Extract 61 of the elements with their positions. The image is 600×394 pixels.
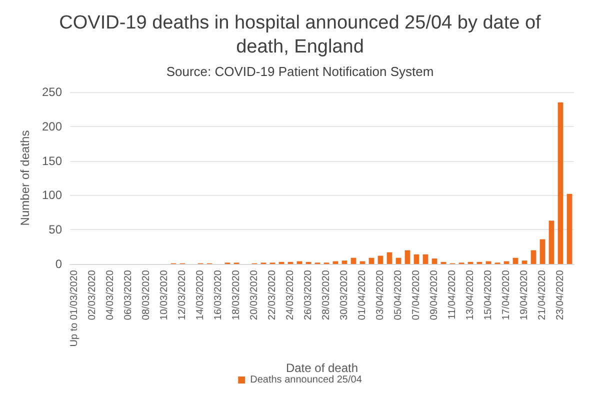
y-tick-label: 0 bbox=[55, 257, 62, 271]
y-tick-label: 200 bbox=[42, 119, 62, 134]
chart-subtitle: Source: COVID-19 Patient Notification System bbox=[166, 64, 434, 79]
bar bbox=[360, 261, 366, 264]
x-tick-label: 22/03/2020 bbox=[267, 270, 278, 320]
x-tick-label: 16/03/2020 bbox=[213, 270, 224, 320]
x-tick-label: 11/04/2020 bbox=[447, 270, 458, 320]
bar bbox=[332, 261, 338, 264]
x-tick-label: 14/03/2020 bbox=[195, 270, 206, 320]
x-tick-label: 20/03/2020 bbox=[249, 270, 260, 320]
bar bbox=[558, 102, 564, 264]
y-axis-title: Number of deaths bbox=[18, 130, 32, 226]
bar bbox=[548, 220, 554, 264]
x-tick-label: 18/03/2020 bbox=[231, 270, 242, 320]
x-tick-label: 12/03/2020 bbox=[177, 270, 188, 320]
x-tick-label: 06/03/2020 bbox=[123, 270, 134, 320]
y-tick-label: 50 bbox=[48, 222, 62, 237]
x-tick-label: 26/03/2020 bbox=[303, 270, 314, 320]
y-tick-label: 100 bbox=[42, 188, 62, 202]
x-tick-label: 24/03/2020 bbox=[285, 270, 296, 320]
x-tick-label: 01/04/2020 bbox=[357, 270, 368, 320]
bar bbox=[378, 256, 384, 264]
bar bbox=[342, 260, 348, 264]
x-tick-label: 02/03/2020 bbox=[87, 270, 98, 320]
y-tick-label: 150 bbox=[42, 154, 62, 168]
x-tick-label: 15/04/2020 bbox=[483, 270, 494, 320]
bar bbox=[350, 258, 356, 264]
x-axis-title: Date of death bbox=[286, 361, 358, 375]
x-tick-label: 13/04/2020 bbox=[465, 270, 476, 320]
x-tick-label: 09/04/2020 bbox=[429, 270, 440, 320]
bar bbox=[386, 252, 392, 264]
x-tick-label: 03/04/2020 bbox=[375, 270, 386, 320]
bar bbox=[530, 250, 536, 264]
x-tick-label: 04/03/2020 bbox=[105, 270, 116, 320]
chart-title: COVID-19 deaths in hospital announced 25/04 by date of death, England bbox=[59, 12, 542, 58]
bar bbox=[296, 261, 302, 264]
legend-label: Deaths announced 25/04 bbox=[250, 374, 362, 386]
x-tick-label: 19/04/2020 bbox=[519, 270, 530, 320]
x-tick-label: 28/03/2020 bbox=[321, 270, 332, 320]
bar bbox=[396, 258, 402, 264]
x-tick-label: 05/04/2020 bbox=[393, 270, 404, 320]
x-tick-label: Up to 01/03/2020 bbox=[69, 270, 80, 347]
x-tick-label: 17/04/2020 bbox=[501, 270, 512, 320]
x-tick-label: 10/03/2020 bbox=[159, 270, 170, 320]
bar bbox=[486, 261, 492, 264]
bar bbox=[422, 254, 428, 264]
bar bbox=[566, 194, 572, 264]
bar bbox=[414, 254, 420, 264]
x-tick-label: 07/04/2020 bbox=[411, 270, 422, 320]
bar bbox=[512, 258, 518, 264]
y-tick-label: 250 bbox=[42, 85, 62, 99]
bar bbox=[540, 239, 546, 264]
x-tick-label: 21/04/2020 bbox=[537, 270, 548, 320]
x-tick-label: 23/04/2020 bbox=[555, 270, 566, 320]
x-tick-label: 08/03/2020 bbox=[141, 270, 152, 320]
bar bbox=[404, 250, 410, 264]
x-tick-label: 30/03/2020 bbox=[339, 270, 350, 320]
bar bbox=[368, 258, 374, 264]
bar bbox=[504, 261, 510, 264]
bar bbox=[522, 260, 528, 264]
bar bbox=[432, 258, 438, 264]
